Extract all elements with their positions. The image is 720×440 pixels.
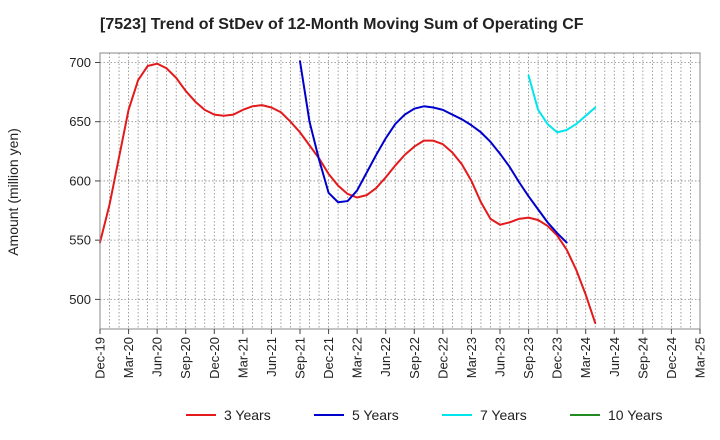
x-tick-label: Jun-22 — [378, 337, 393, 377]
x-tick-label: Jun-24 — [607, 337, 622, 377]
x-tick-label: Dec-23 — [550, 337, 565, 379]
x-tick-label: Sep-24 — [635, 337, 650, 379]
x-tick-label: Dec-19 — [93, 337, 108, 379]
x-tick-label: Sep-22 — [407, 337, 422, 379]
x-tick-label: Dec-21 — [321, 337, 336, 379]
series-lines — [99, 60, 597, 325]
x-tick-label: Mar-21 — [235, 337, 250, 378]
grid — [99, 53, 701, 329]
series-line-7-years — [527, 74, 597, 134]
y-axis-label: Amount (million yen) — [5, 128, 21, 256]
x-tick-label: Mar-25 — [693, 337, 708, 378]
chart-title: [7523] Trend of StDev of 12-Month Moving… — [100, 16, 584, 33]
legend-label: 7 Years — [480, 407, 527, 423]
y-tick-label: 500 — [69, 292, 91, 307]
plot-area-frame — [99, 52, 701, 330]
x-tick-label: Mar-20 — [121, 337, 136, 378]
x-tick-label: Dec-22 — [435, 337, 450, 379]
x-tick-label: Dec-20 — [207, 337, 222, 379]
x-axis-ticks: Dec-19 Mar-20 Jun-20 Sep-20 Dec-20 Mar-21 Jun-… — [93, 329, 708, 379]
x-tick-label: Mar-22 — [350, 337, 365, 378]
x-tick-label: Jun-20 — [150, 337, 165, 377]
y-tick-label: 600 — [69, 173, 91, 188]
legend-label: 5 Years — [352, 407, 399, 423]
y-axis-ticks: 500 550 600 650 700 — [69, 55, 100, 307]
legend-label: 10 Years — [608, 407, 663, 423]
y-tick-label: 550 — [69, 233, 91, 248]
x-tick-label: Sep-20 — [178, 337, 193, 379]
x-tick-label: Jun-21 — [264, 337, 279, 377]
legend-label: 3 Years — [224, 407, 271, 423]
x-tick-label: Sep-23 — [521, 337, 536, 379]
y-tick-label: 650 — [69, 114, 91, 129]
x-tick-label: Dec-24 — [664, 337, 679, 379]
x-tick-label: Sep-21 — [293, 337, 308, 379]
legend: 3 Years 5 Years 7 Years 10 Years — [186, 407, 663, 423]
x-tick-label: Mar-24 — [578, 337, 593, 378]
x-tick-label: Mar-23 — [464, 337, 479, 378]
x-tick-label: Jun-23 — [493, 337, 508, 377]
y-tick-label: 700 — [69, 55, 91, 70]
series-line-3-years — [99, 62, 597, 325]
series-line-5-years — [299, 60, 568, 244]
